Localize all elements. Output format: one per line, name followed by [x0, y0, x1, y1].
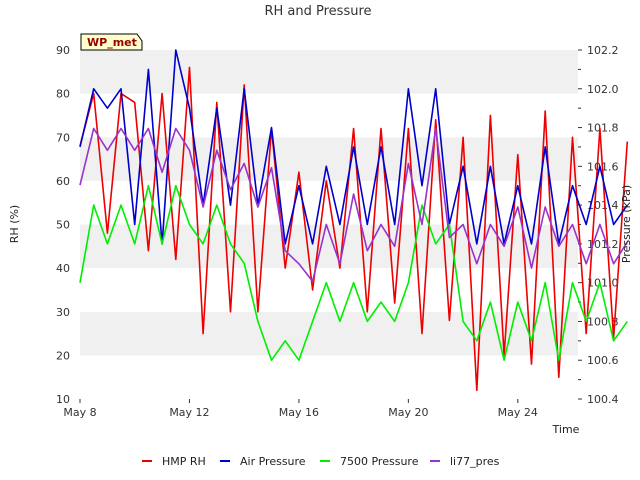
- y-right-tick-label: 102.2: [587, 44, 619, 57]
- grid-band: [80, 93, 578, 138]
- y-left-tick-label: 30: [56, 306, 70, 319]
- x-tick-label: May 24: [498, 406, 538, 419]
- series-line-7500-pressure: [79, 184, 628, 362]
- series-line-air-pressure: [79, 49, 628, 245]
- series-layer: [79, 49, 629, 392]
- y-left-tick-label: 80: [56, 88, 70, 101]
- y-left-tick-label: 10: [56, 393, 70, 406]
- x-axis-ticks: May 8 May 12 May 16 May 20 May 24: [63, 399, 538, 419]
- y-right-tick-label: 101.8: [587, 122, 619, 135]
- x-tick-label: May 16: [279, 406, 319, 419]
- legend-label: Air Pressure: [240, 455, 306, 468]
- x-tick-label: May 20: [388, 406, 428, 419]
- y-left-tick-label: 40: [56, 262, 70, 275]
- x-axis-label: Time: [552, 423, 580, 436]
- station-badge-label: WP_met: [87, 36, 137, 49]
- grid-band: [80, 355, 578, 399]
- legend: HMP RH Air Pressure 7500 Pressure li77_pres: [142, 455, 500, 468]
- y-right-tick-label: 101.0: [587, 277, 619, 290]
- series-line-li77-pres: [79, 127, 628, 283]
- y-left-tick-label: 20: [56, 349, 70, 362]
- y-axis-label-left: RH (%): [8, 205, 21, 243]
- y-right-tick-label: 102.0: [587, 83, 619, 96]
- legend-label: li77_pres: [450, 455, 500, 468]
- legend-label: 7500 Pressure: [340, 455, 419, 468]
- station-badge: WP_met: [80, 33, 143, 51]
- grid-band: [80, 50, 578, 94]
- grid-band: [80, 137, 578, 181]
- y-left-tick-label: 90: [56, 44, 70, 57]
- right-axis-ticks: 100.4100.6100.8101.0101.2101.4101.6101.8…: [578, 44, 619, 406]
- y-left-tick-label: 50: [56, 219, 70, 232]
- y-left-tick-label: 70: [56, 131, 70, 144]
- chart-title: RH and Pressure: [264, 4, 371, 19]
- y-right-tick-label: 100.4: [587, 393, 619, 406]
- y-right-tick-label: 100.6: [587, 354, 619, 367]
- left-axis-ticks: 10 20 30 40 50 60 70 80 90: [56, 44, 70, 406]
- legend-label: HMP RH: [162, 455, 206, 468]
- x-tick-label: May 12: [169, 406, 209, 419]
- x-tick-label: May 8: [63, 406, 96, 419]
- y-left-tick-label: 60: [56, 175, 70, 188]
- y-axis-label-right: Pressure (kPa): [620, 185, 633, 263]
